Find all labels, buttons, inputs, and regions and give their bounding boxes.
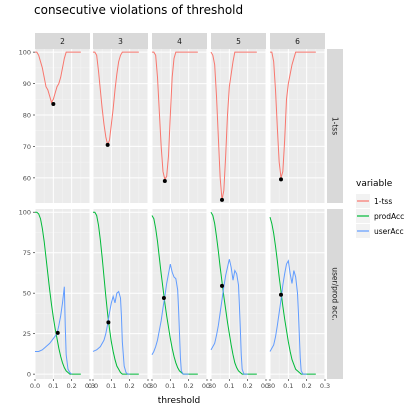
series-line-1-tss — [270, 51, 316, 178]
x-tick-label: 0.1 — [224, 382, 234, 390]
series-line-prodacc — [35, 211, 81, 375]
marker-point — [279, 177, 283, 182]
x-tick-label: 0.2 — [183, 382, 193, 390]
y-tick-label: 70 — [23, 143, 31, 151]
x-tick-label: 0.1 — [106, 382, 116, 390]
marker-point — [220, 197, 224, 202]
legend-entry: userAcc — [374, 227, 404, 236]
x-tick-label: 0.2 — [124, 382, 134, 390]
x-tick-label: 0.1 — [165, 382, 175, 390]
facet-col-label: 3 — [118, 37, 123, 46]
facet-strip — [270, 33, 325, 49]
x-tick-label: 0.3 — [85, 382, 95, 390]
x-tick-label: 0.1 — [48, 382, 58, 390]
facet-strip — [211, 33, 266, 49]
marker-point — [106, 320, 111, 325]
y-tick-label: 0 — [27, 371, 31, 379]
x-tick-label: 0.0 — [265, 382, 275, 390]
facet-row-strip — [327, 49, 343, 203]
y-tick-label: 80 — [23, 112, 31, 120]
series-line-1-tss — [210, 51, 257, 200]
x-tick-label: 0.0 — [206, 382, 216, 390]
legend-entry: 1-tss — [374, 197, 392, 206]
legend-entry: prodAcc — [374, 212, 404, 221]
x-tick-label: 0.2 — [301, 382, 311, 390]
series-line-prodacc — [210, 211, 257, 375]
x-tick-label: 0.0 — [147, 382, 157, 390]
marker-point — [161, 296, 166, 301]
facet-strip — [93, 33, 148, 49]
x-tick-label: 0.3 — [202, 382, 212, 390]
marker-point — [51, 102, 56, 106]
marker-point — [279, 292, 283, 297]
y-tick-label: 75 — [23, 249, 31, 257]
x-tick-label: 0.2 — [66, 382, 76, 390]
chart-title: consecutive violations of threshold — [34, 3, 243, 17]
facet-row-label: user/prod acc. — [331, 267, 340, 321]
facet-col-label: 2 — [60, 37, 65, 46]
facet-row-strip — [327, 209, 343, 379]
series-line-useracc — [210, 259, 248, 375]
series-line-prodacc — [93, 211, 139, 375]
legend-title: variable — [356, 179, 393, 189]
series-line-1-tss — [93, 51, 139, 147]
series-line-1-tss — [35, 51, 81, 104]
x-tick-label: 0.0 — [88, 382, 98, 390]
facet-row-label: 1-tss — [331, 117, 340, 135]
facet-col-label: 6 — [295, 37, 300, 46]
y-tick-label: 50 — [23, 290, 31, 298]
y-tick-label: 90 — [23, 80, 31, 88]
marker-point — [162, 179, 167, 183]
marker-point — [220, 283, 224, 288]
x-tick-label: 0.3 — [261, 382, 271, 390]
y-tick-label: 25 — [23, 330, 31, 338]
facet-strip — [152, 33, 207, 49]
facet-col-label: 4 — [177, 37, 182, 46]
marker-point — [55, 330, 60, 335]
series-line-useracc — [151, 263, 189, 375]
legend: variable 1-tss prodAcc userAcc — [356, 179, 404, 238]
x-axis-title: threshold — [158, 396, 200, 406]
marker-point — [105, 142, 110, 147]
x-tick-label: 0.2 — [242, 382, 252, 390]
x-tick-label: 0.3 — [320, 382, 330, 390]
series-line-prodacc — [151, 215, 198, 375]
facet-strip — [35, 33, 90, 49]
series-line-1-tss — [152, 51, 198, 181]
x-tick-label: 0.1 — [283, 382, 293, 390]
series-line-useracc — [35, 286, 73, 375]
series-line-useracc — [92, 290, 130, 375]
series-line-prodacc — [269, 216, 316, 375]
y-tick-label: 60 — [23, 174, 31, 182]
y-tick-label: 100 — [19, 209, 31, 217]
y-tick-label: 100 — [19, 49, 31, 57]
x-tick-label: 0.3 — [143, 382, 153, 390]
facet-col-label: 5 — [236, 37, 241, 46]
x-tick-label: 0.0 — [30, 382, 40, 390]
series-line-useracc — [269, 259, 307, 375]
